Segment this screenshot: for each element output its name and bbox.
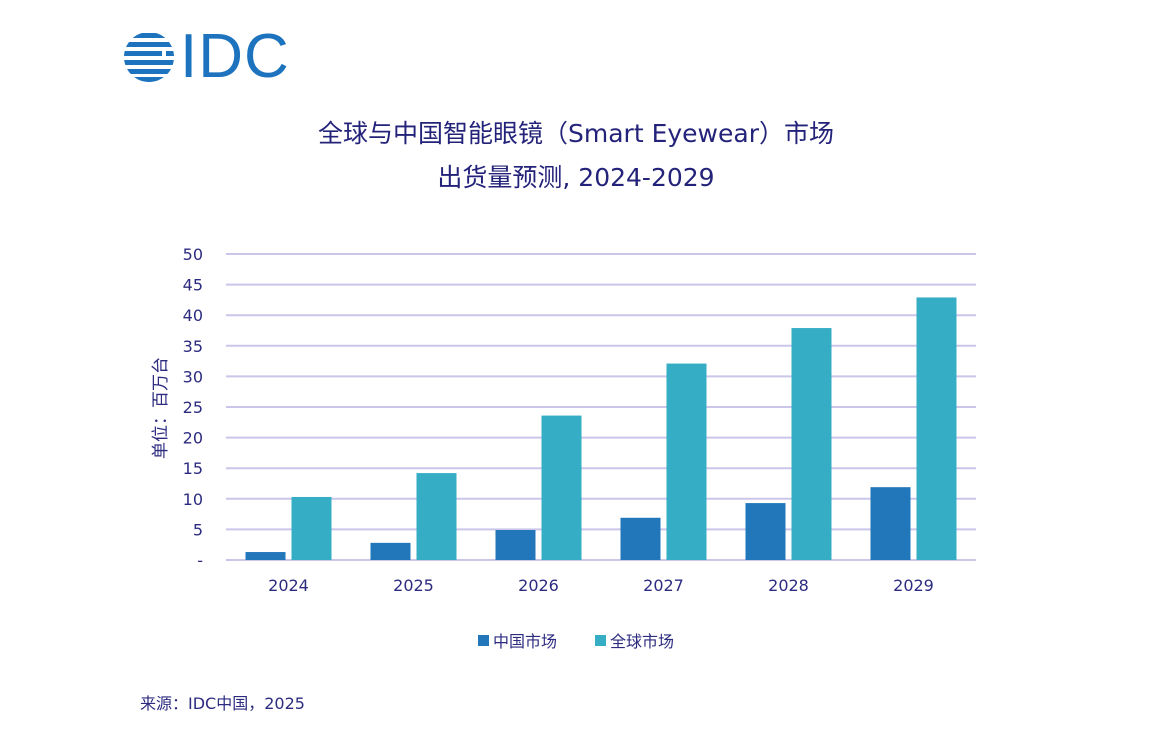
x-tick-label: 2024 bbox=[268, 576, 309, 595]
bars bbox=[245, 297, 957, 560]
x-tick-label: 2026 bbox=[518, 576, 559, 595]
chart-title: 全球与中国智能眼镜（Smart Eyewear）市场 出货量预测, 2024-2… bbox=[0, 112, 1152, 200]
legend-label-global: 全球市场 bbox=[610, 632, 675, 651]
bar-china-2026 bbox=[495, 530, 536, 560]
y-axis-ticks: - 5 10 15 20 25 30 35 40 45 50 bbox=[183, 245, 203, 570]
bar-global-2029 bbox=[916, 297, 957, 560]
bar-china-2028 bbox=[745, 503, 786, 560]
y-tick-label: 45 bbox=[183, 276, 203, 295]
y-tick-label: 40 bbox=[183, 306, 203, 325]
bar-china-2025 bbox=[370, 542, 411, 560]
y-tick-label: 25 bbox=[183, 398, 203, 417]
source-note: 来源：IDC中国，2025 bbox=[140, 694, 305, 713]
x-axis-ticks: 2024 2025 2026 2027 2028 2029 bbox=[268, 576, 934, 595]
idc-globe-icon bbox=[124, 33, 174, 82]
y-tick-label: 10 bbox=[183, 490, 203, 509]
x-tick-label: 2027 bbox=[643, 576, 684, 595]
bar-global-2024 bbox=[291, 496, 332, 560]
y-tick-label: - bbox=[197, 551, 203, 570]
legend: 中国市场 全球市场 bbox=[0, 628, 1152, 652]
y-tick-label: 15 bbox=[183, 459, 203, 478]
bar-global-2028 bbox=[791, 328, 832, 560]
bar-china-2024 bbox=[245, 552, 286, 560]
y-tick-label: 30 bbox=[183, 367, 203, 386]
bar-global-2026 bbox=[541, 415, 582, 560]
y-tick-label: 20 bbox=[183, 429, 203, 448]
bar-china-2029 bbox=[870, 487, 911, 560]
y-tick-label: 5 bbox=[193, 520, 203, 539]
title-line-2: 出货量预测, 2024-2029 bbox=[437, 163, 715, 192]
logo-text: IDC bbox=[180, 22, 290, 91]
title-line-1: 全球与中国智能眼镜（Smart Eyewear）市场 bbox=[318, 119, 834, 148]
legend-swatch-china bbox=[477, 634, 489, 646]
x-tick-label: 2025 bbox=[393, 576, 434, 595]
y-axis-label: 单位：百万台 bbox=[151, 357, 171, 459]
gridlines bbox=[226, 253, 976, 561]
idc-logo: IDC bbox=[122, 22, 290, 91]
y-tick-label: 50 bbox=[183, 245, 203, 264]
x-tick-label: 2029 bbox=[893, 576, 934, 595]
bar-global-2027 bbox=[666, 363, 707, 560]
legend-swatch-global bbox=[595, 634, 606, 646]
x-tick-label: 2028 bbox=[768, 576, 809, 595]
legend-label-china: 中国市场 bbox=[492, 632, 557, 651]
bar-global-2025 bbox=[416, 473, 457, 560]
legend-item-china: 中国市场 bbox=[477, 628, 557, 652]
legend-item-global: 全球市场 bbox=[595, 628, 674, 652]
y-tick-label: 35 bbox=[183, 337, 203, 356]
bar-china-2027 bbox=[620, 517, 661, 560]
